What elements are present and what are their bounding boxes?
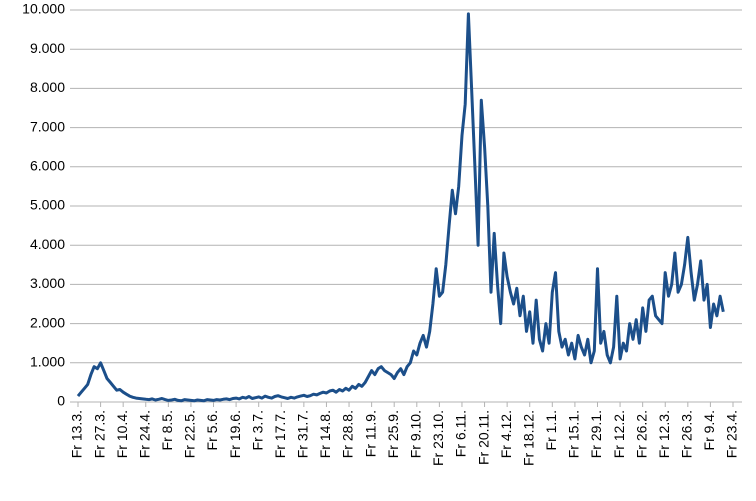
x-tick-label: Fr 26.2.: [633, 410, 649, 458]
x-tick-label: Fr 15.1.: [566, 410, 582, 458]
y-tick-label: 4.000: [30, 236, 65, 252]
y-tick-label: 2.000: [30, 314, 65, 330]
x-tick-label: Fr 27.3.: [91, 410, 107, 458]
x-tick-label: Fr 31.7.: [295, 410, 311, 458]
x-tick-label: Fr 23.10.: [430, 410, 446, 466]
y-tick-label: 8.000: [30, 79, 65, 95]
x-tick-label: Fr 17.7.: [272, 410, 288, 458]
x-tick-label: Fr 25.9.: [385, 410, 401, 458]
y-tick-label: 5.000: [30, 197, 65, 213]
x-tick-label: Fr 4.12.: [498, 410, 514, 458]
y-tick-label: 0: [57, 393, 65, 409]
x-tick-label: Fr 13.3.: [69, 410, 85, 458]
x-tick-label: Fr 26.3.: [679, 410, 695, 458]
x-tick-label: Fr 8.5.: [159, 410, 175, 450]
x-tick-label: Fr 5.6.: [204, 410, 220, 450]
x-tick-label: Fr 28.8.: [340, 410, 356, 458]
x-tick-label: Fr 10.4.: [114, 410, 130, 458]
data-line: [76, 12, 725, 403]
x-tick-label: Fr 14.8.: [317, 410, 333, 458]
y-tick-label: 10.000: [22, 1, 65, 17]
y-tick-label: 6.000: [30, 158, 65, 174]
y-tick-label: 1.000: [30, 354, 65, 370]
x-tick-label: Fr 22.5.: [182, 410, 198, 458]
x-tick-label: Fr 18.12.: [520, 410, 536, 466]
x-tick-label: Fr 3.7.: [249, 410, 265, 450]
y-tick-label: 9.000: [30, 40, 65, 56]
x-tick-label: Fr 11.9.: [362, 410, 378, 457]
x-tick-label: Fr 20.11.: [475, 410, 491, 465]
y-tick-label: 7.000: [30, 118, 65, 134]
x-tick-label: Fr 12.2.: [611, 410, 627, 458]
x-tick-label: Fr 12.3.: [656, 410, 672, 458]
x-tick-label: Fr 19.6.: [227, 410, 243, 458]
x-tick-label: Fr 29.1.: [588, 410, 604, 458]
x-tick-label: Fr 23.4.: [724, 410, 740, 458]
x-tick-label: Fr 6.11.: [453, 410, 469, 457]
x-tick-label: Fr 1.1.: [543, 410, 559, 450]
y-tick-label: 3.000: [30, 275, 65, 291]
x-tick-label: Fr 9.4.: [701, 410, 717, 450]
x-tick-label: Fr 9.10.: [407, 410, 423, 458]
x-tick-label: Fr 24.4.: [136, 410, 152, 458]
